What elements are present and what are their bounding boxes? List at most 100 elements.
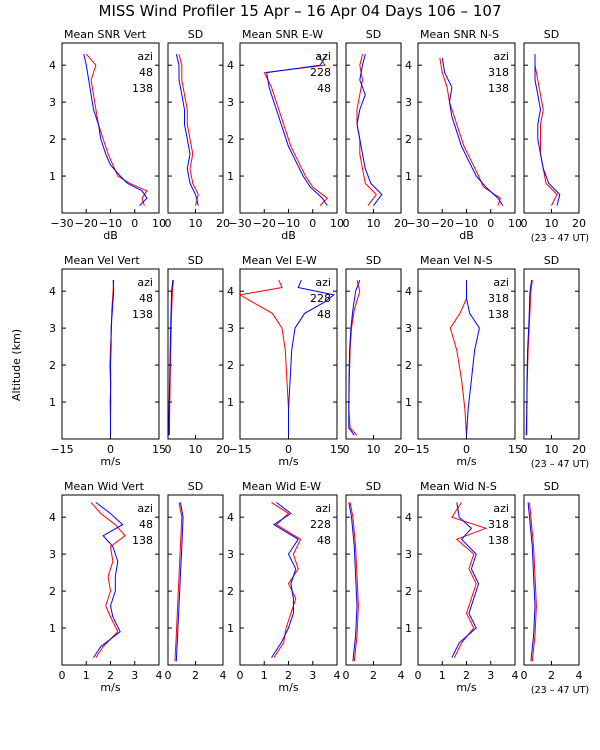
panel-1-2: Mean Vel E-W 1 2 3 4 −15 0 15 m/s azi 228 48 xyxy=(227,254,344,468)
x-tick-label: 0 xyxy=(343,217,350,230)
legend-entry-48: 48 xyxy=(317,534,331,547)
panel-1-4: Mean Vel N-S 1 2 3 4 −15 0 15 m/s azi 318 138 xyxy=(405,254,522,468)
x-axis-label: dB xyxy=(459,229,474,242)
panel-title: Mean Wid E-W xyxy=(242,480,321,493)
y-tick-label: 3 xyxy=(49,322,56,335)
x-tick-label: 0 xyxy=(107,443,114,456)
x-tick-label: 1 xyxy=(439,669,446,682)
plot-frame xyxy=(345,42,402,214)
x-tick-label: 2 xyxy=(192,669,199,682)
time-note: (23 – 47 UT) xyxy=(531,459,589,470)
series-line-138 xyxy=(168,280,174,436)
plot-frame xyxy=(523,42,580,214)
plot-frame xyxy=(345,494,402,666)
panel-0-5: SD 0 10 20 (23 – 47 UT) xyxy=(521,28,590,244)
y-tick-label: 2 xyxy=(405,359,412,372)
x-tick-label: 20 xyxy=(394,217,408,230)
panel-2-2: Mean Wid E-W 1 2 3 4 0 1 2 3 4 m/s azi 228 48 xyxy=(227,480,341,694)
panel-1-5: SD 0 10 20 (23 – 47 UT) xyxy=(521,254,590,470)
panel-title: Mean Vel E-W xyxy=(242,254,317,267)
x-tick-label: 20 xyxy=(216,443,230,456)
x-tick-label: 20 xyxy=(572,443,586,456)
x-tick-label: 4 xyxy=(512,669,519,682)
y-tick-label: 2 xyxy=(227,359,234,372)
series-line-48 xyxy=(288,279,335,436)
x-tick-label: 0 xyxy=(165,669,172,682)
x-tick-label: −15 xyxy=(406,443,429,456)
x-tick-label: 0 xyxy=(521,217,528,230)
y-tick-label: 2 xyxy=(405,133,412,146)
legend-entry-138: 138 xyxy=(488,308,509,321)
series-line-48 xyxy=(85,53,148,206)
series-line-138 xyxy=(83,53,148,206)
panel-title: SD xyxy=(544,480,559,493)
legend-azi-label: azi xyxy=(493,276,509,289)
plot-frame xyxy=(167,42,224,214)
series-line-48 xyxy=(266,53,328,206)
y-tick-label: 3 xyxy=(405,548,412,561)
legend-azi-label: azi xyxy=(137,276,153,289)
series-line-138 xyxy=(109,280,115,436)
series-line-138 xyxy=(175,502,184,662)
legend-entry-228: 228 xyxy=(310,518,331,531)
x-tick-label: 0 xyxy=(487,217,494,230)
x-tick-label: 0 xyxy=(165,217,172,230)
series-line-138 xyxy=(534,54,561,206)
x-tick-label: 0 xyxy=(463,443,470,456)
x-tick-label: 2 xyxy=(370,669,377,682)
x-axis-label: m/s xyxy=(456,681,476,694)
x-tick-label: 10 xyxy=(330,217,344,230)
x-tick-label: 10 xyxy=(367,443,381,456)
panel-title: Mean Vel N-S xyxy=(420,254,493,267)
legend-azi-label: azi xyxy=(493,50,509,63)
series-line-228 xyxy=(238,279,289,436)
series-line-48 xyxy=(356,53,383,206)
series-line-138 xyxy=(175,53,199,206)
y-tick-label: 3 xyxy=(405,322,412,335)
x-axis-label: m/s xyxy=(100,681,120,694)
panel-title: Mean Wid Vert xyxy=(64,480,145,493)
x-tick-label: −20 xyxy=(75,217,98,230)
legend-entry-48: 48 xyxy=(139,66,153,79)
series-line-318 xyxy=(451,502,488,658)
legend-entry-318: 318 xyxy=(488,292,509,305)
legend-entry-48: 48 xyxy=(317,308,331,321)
x-tick-label: 4 xyxy=(398,669,405,682)
time-note: (23 – 47 UT) xyxy=(531,685,589,696)
legend-entry-228: 228 xyxy=(310,292,331,305)
x-tick-label: −10 xyxy=(277,217,300,230)
x-tick-label: 0 xyxy=(521,443,528,456)
x-tick-label: 10 xyxy=(367,217,381,230)
panel-title: Mean SNR Vert xyxy=(64,28,147,41)
x-tick-label: 0 xyxy=(59,669,66,682)
figure-title: MISS Wind Profiler 15 Apr – 16 Apr 04 Da… xyxy=(99,2,502,20)
x-tick-label: 1 xyxy=(261,669,268,682)
x-tick-label: 3 xyxy=(487,669,494,682)
panel-0-4: Mean SNR N-S 1 2 3 4 −30 −20 −10 0 10 dB azi 318 138 xyxy=(405,28,522,242)
y-axis-label: Altitude (km) xyxy=(10,329,23,401)
y-tick-label: 2 xyxy=(49,133,56,146)
panel-title: SD xyxy=(366,480,381,493)
x-tick-label: 20 xyxy=(216,217,230,230)
y-tick-label: 4 xyxy=(405,285,412,298)
y-tick-label: 3 xyxy=(49,96,56,109)
x-tick-label: 20 xyxy=(394,443,408,456)
y-tick-label: 4 xyxy=(227,511,234,524)
panel-0-3: SD 0 10 20 xyxy=(343,28,409,230)
x-tick-label: 4 xyxy=(334,669,341,682)
y-tick-label: 2 xyxy=(49,585,56,598)
panel-title: SD xyxy=(544,254,559,267)
y-tick-label: 2 xyxy=(49,359,56,372)
panel-title: Mean SNR E-W xyxy=(242,28,323,41)
x-tick-label: 10 xyxy=(152,217,166,230)
y-tick-label: 1 xyxy=(405,396,412,409)
series-line-138 xyxy=(93,502,124,658)
x-tick-label: 4 xyxy=(220,669,227,682)
x-tick-label: 15 xyxy=(330,443,344,456)
panel-title: Mean Vel Vert xyxy=(64,254,140,267)
y-tick-label: 4 xyxy=(405,59,412,72)
panel-1-0: Mean Vel Vert 1 2 3 4 −15 0 15 m/s azi 48 138 xyxy=(49,254,166,468)
x-tick-label: −20 xyxy=(431,217,454,230)
y-tick-label: 2 xyxy=(227,585,234,598)
